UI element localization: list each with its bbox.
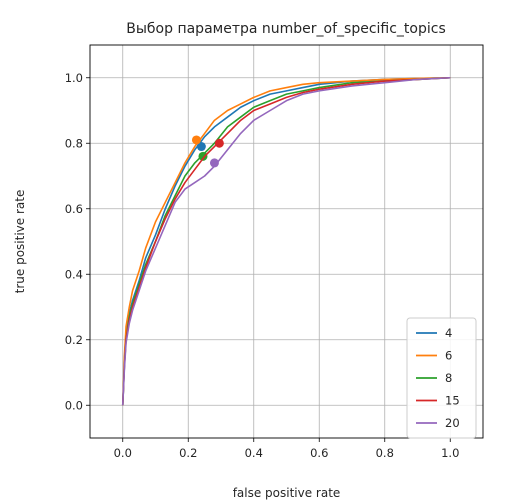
ticks: 0.0 0.2 0.4 0.6 0.8 1.0 0.0 0.2 0.4 0.6 0.8 1.0: [65, 71, 460, 460]
x-tick-label: 0.2: [179, 446, 197, 460]
legend-label: 15: [445, 394, 460, 408]
series-layer: [121, 76, 451, 406]
chart-title: Выбор параметра number_of_specific_topic…: [126, 21, 446, 37]
x-tick-label: 1.0: [441, 446, 459, 460]
series-line-4: [121, 76, 451, 406]
y-tick-label: 1.0: [65, 71, 83, 85]
y-tick-label: 0.6: [65, 202, 83, 216]
legend-label: 20: [445, 416, 460, 430]
x-axis-label: false positive rate: [233, 486, 341, 500]
series-line-8: [121, 76, 451, 406]
series-marker-4: [196, 142, 206, 152]
series-marker-15: [214, 138, 224, 148]
y-tick-label: 0.0: [65, 398, 83, 412]
series-line-15: [121, 76, 451, 406]
plot-frame: [89, 44, 484, 439]
x-tick-label: 0.0: [114, 446, 132, 460]
legend-label: 4: [445, 326, 452, 340]
x-tick-label: 0.4: [245, 446, 263, 460]
series-marker-8: [198, 151, 208, 161]
y-axis-label: true positive rate: [13, 190, 27, 294]
legend-label: 8: [445, 371, 452, 385]
legend-box: [406, 317, 477, 439]
x-tick-label: 0.8: [376, 446, 394, 460]
y-tick-label: 0.2: [65, 333, 83, 347]
y-tick-label: 0.4: [65, 267, 83, 281]
x-tick-label: 0.6: [310, 446, 328, 460]
series-line-6: [121, 76, 451, 406]
legend: 4 6 8 15 20: [406, 317, 477, 439]
series-marker-20: [209, 158, 219, 168]
legend-label: 6: [445, 349, 452, 363]
series-line-20: [121, 76, 451, 406]
y-tick-label: 0.8: [65, 136, 83, 150]
series-marker-6: [191, 135, 201, 145]
